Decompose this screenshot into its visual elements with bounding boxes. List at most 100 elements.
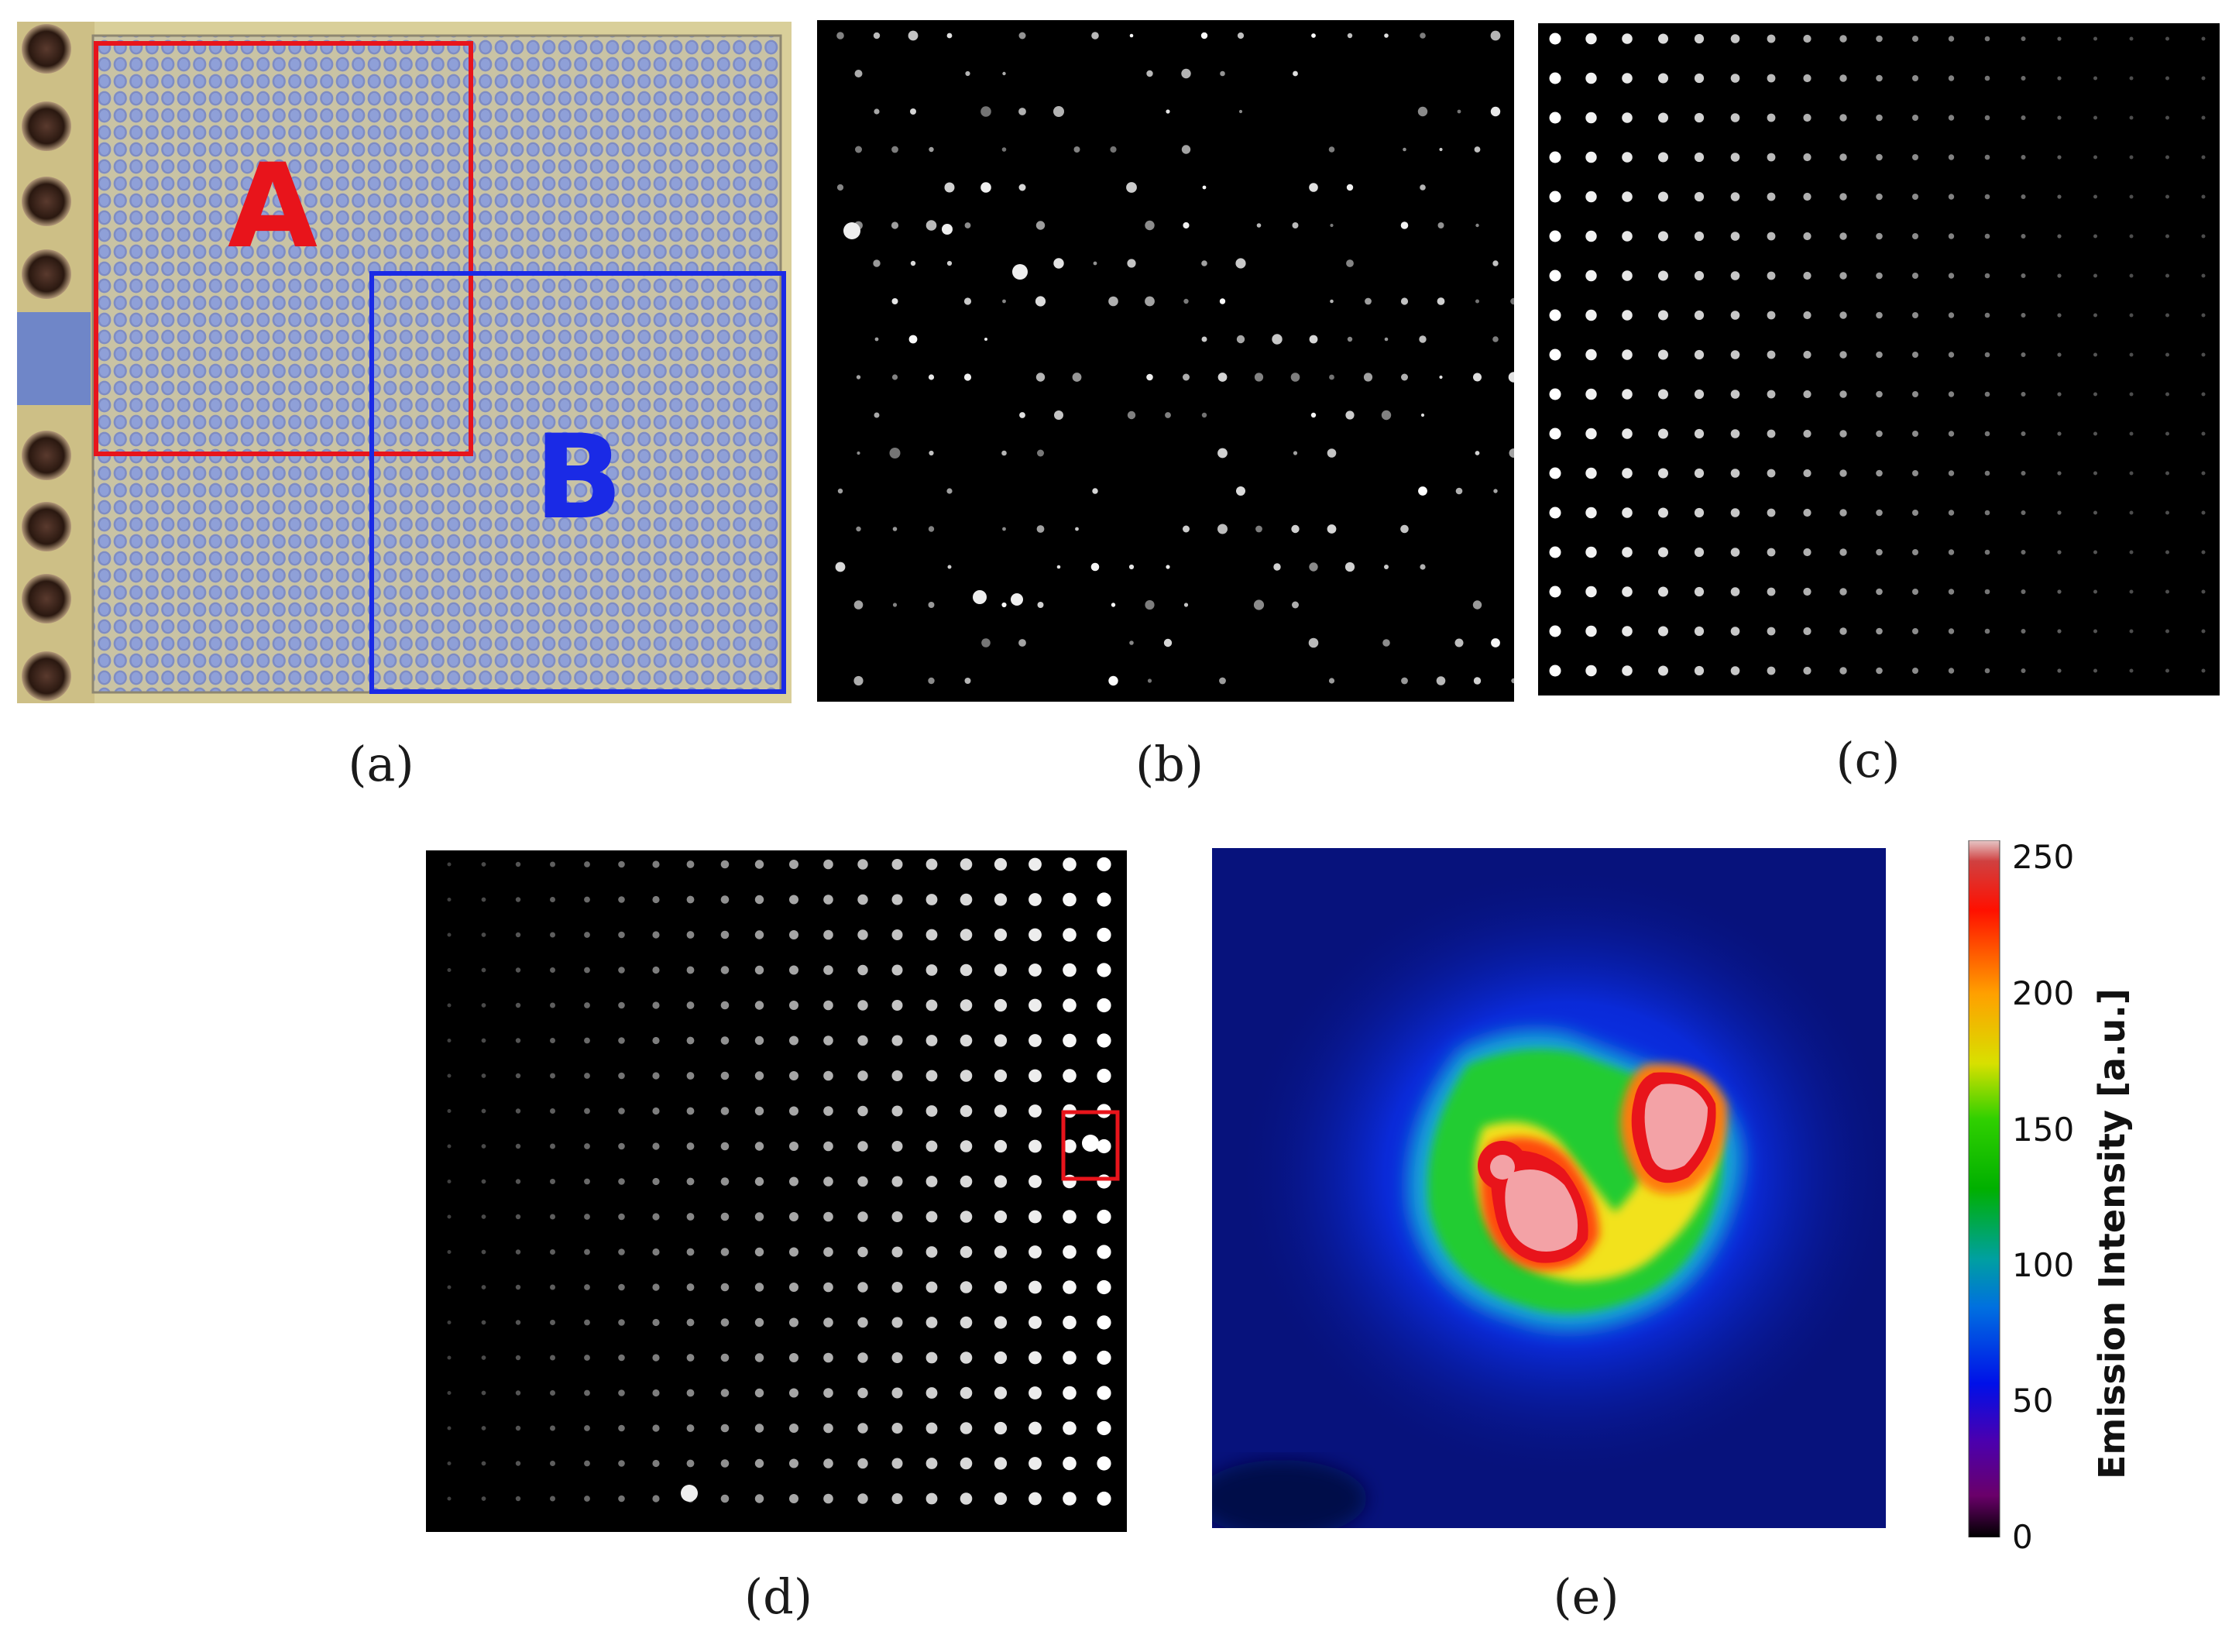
emission-spot — [1948, 36, 1955, 42]
emission-spot — [1549, 309, 1561, 321]
emission-spot — [515, 861, 521, 867]
emission-spot — [447, 1321, 452, 1324]
emission-spot — [925, 858, 938, 871]
colorbar — [1967, 840, 2002, 1537]
emission-spot — [857, 1387, 868, 1399]
emission-spot — [1839, 232, 1847, 240]
emission-spot — [789, 965, 798, 975]
emission-spot — [1455, 487, 1463, 495]
emission-spot — [1420, 564, 1426, 570]
emission-spot — [1097, 1209, 1111, 1224]
emission-spot — [754, 895, 764, 905]
emission-spot — [1001, 602, 1007, 608]
emission-spot — [891, 146, 898, 153]
emission-spot — [1912, 510, 1918, 516]
emission-spot — [789, 1106, 798, 1116]
emission-spot — [925, 1105, 938, 1117]
emission-spot — [447, 1496, 452, 1501]
emission-spot — [447, 862, 452, 867]
intensity-heatmap — [1212, 848, 1886, 1528]
emission-spot — [2165, 76, 2169, 81]
emission-spot — [789, 1176, 798, 1187]
emission-spot — [1622, 270, 1633, 281]
emission-spot — [1236, 335, 1245, 344]
emission-spot — [891, 1000, 903, 1011]
emission-spot — [1028, 1316, 1042, 1329]
emission-spot — [1658, 665, 1668, 676]
emission-spot — [1585, 625, 1597, 637]
emission-spot — [2093, 194, 2097, 199]
emission-spot — [550, 1143, 555, 1149]
emission-spot — [1163, 638, 1173, 647]
emission-spot — [1093, 261, 1097, 266]
emission-spot — [1767, 390, 1776, 399]
emission-spot — [720, 860, 730, 869]
emission-spot — [1381, 410, 1392, 421]
emission-spot — [853, 600, 864, 610]
emission-spot — [947, 565, 952, 569]
emission-spot — [1436, 676, 1446, 685]
emission-spot — [1217, 448, 1228, 459]
emission-spot — [2129, 36, 2134, 41]
emission-spot — [789, 1247, 798, 1257]
emission-spot — [1658, 270, 1668, 281]
emission-spot — [1028, 1386, 1042, 1400]
emission-spot — [1127, 410, 1136, 420]
emission-spot — [889, 448, 901, 459]
emission-spot — [1767, 469, 1776, 478]
emission-spot — [1694, 665, 1705, 676]
emission-spot — [963, 373, 972, 381]
emission-spot — [1220, 70, 1225, 77]
emission-spot — [1984, 549, 1990, 555]
emission-spot — [946, 260, 953, 266]
emission-spot — [550, 1249, 555, 1255]
emission-spot — [836, 184, 844, 191]
emission-spot — [960, 1422, 973, 1434]
emission-spot — [2021, 510, 2026, 515]
emission-spot — [1948, 194, 1955, 200]
emission-spot — [2093, 431, 2097, 436]
emission-spot — [652, 1072, 660, 1080]
emission-spot — [1694, 112, 1705, 123]
emission-spot — [1694, 349, 1705, 360]
region-a-box — [94, 41, 473, 456]
emission-spot — [550, 1425, 555, 1431]
emission-spot — [2201, 668, 2206, 673]
emission-spot — [1097, 998, 1111, 1013]
emission-spot — [754, 1001, 764, 1010]
emission-spot — [1437, 297, 1445, 305]
emission-spot — [2201, 115, 2206, 120]
emission-spot — [994, 1175, 1008, 1188]
emission-spot — [1912, 668, 1918, 674]
bond-pads — [22, 24, 71, 701]
emission-spot — [1803, 192, 1811, 201]
emission-spot — [2165, 471, 2169, 476]
emission-spot — [584, 1002, 590, 1008]
emission-spot — [1291, 524, 1300, 534]
emission-spot — [980, 182, 991, 193]
emission-spot — [1018, 184, 1026, 191]
emission-spot — [584, 1178, 590, 1185]
emission-spot — [618, 1072, 625, 1080]
emission-spot — [960, 1104, 973, 1118]
emission-spot — [1948, 75, 1955, 81]
emission-spot — [686, 1001, 695, 1009]
emission-spot — [481, 1390, 486, 1396]
emission-spot — [2201, 510, 2206, 515]
emission-spot — [1002, 299, 1006, 304]
emission-spot — [652, 895, 660, 904]
emission-spot — [618, 1001, 625, 1009]
bright-emission-spot — [973, 590, 987, 604]
emission-spot — [1767, 192, 1776, 201]
emission-spot — [1839, 311, 1847, 319]
emission-spot — [1767, 311, 1776, 320]
emission-spot — [686, 1177, 695, 1186]
emission-spot — [1493, 489, 1498, 493]
emission-spot — [1219, 298, 1226, 304]
emission-spot — [1346, 259, 1354, 267]
emission-spot — [1054, 410, 1063, 420]
emission-spot — [960, 1316, 973, 1329]
highlighted-emission-spot — [1082, 1135, 1099, 1152]
emission-spot — [1092, 488, 1098, 494]
emission-spot — [652, 931, 660, 939]
